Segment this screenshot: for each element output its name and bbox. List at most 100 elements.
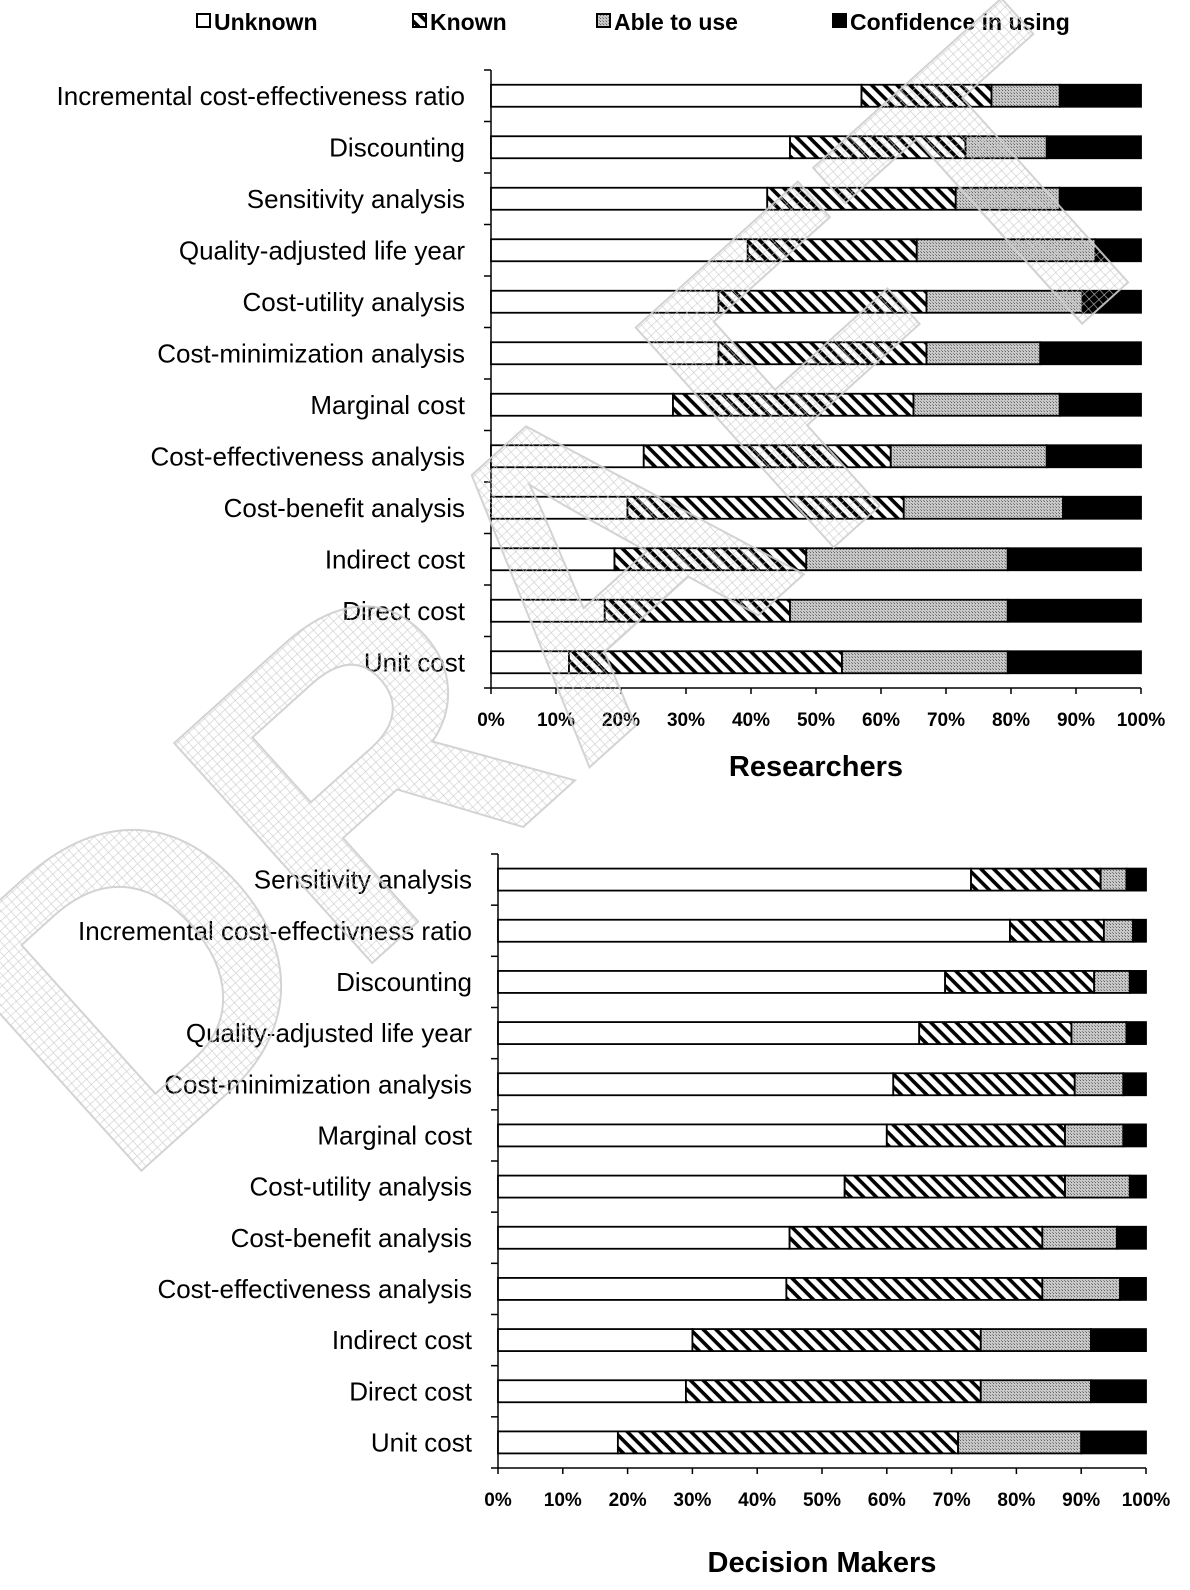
bar-segment-unknown [497, 1328, 694, 1352]
category-label: Incremental cost-effectivness ratio [78, 916, 472, 946]
chart-title: Researchers [729, 751, 903, 783]
bar-segment-known [885, 1123, 1066, 1148]
bar-segment-able [1099, 867, 1128, 892]
legend-label-known: Known [430, 9, 507, 35]
bar-segment-able [1064, 1123, 1125, 1148]
bar-segment-able [1041, 1225, 1118, 1250]
x-tick-label: 40% [738, 1490, 776, 1511]
category-label: Sensitivity analysis [247, 184, 465, 214]
bar-segment-known [691, 1328, 982, 1352]
category-label: Indirect cost [332, 1325, 473, 1355]
legend-item-able[interactable]: Able to use [596, 9, 738, 35]
bar-segment-able [841, 650, 1009, 675]
bar-segment-unknown [497, 1021, 921, 1045]
legend-label-confidence: Confidence in using [850, 9, 1070, 35]
x-tick-label: 70% [927, 710, 965, 731]
bar-segment-known [1009, 918, 1105, 943]
legend-swatch-known [412, 13, 427, 28]
category-label: Cost-benefit analysis [224, 493, 465, 523]
bar-segment-confidence [1122, 1072, 1147, 1097]
bar-segment-confidence [1125, 867, 1147, 892]
x-tick-label: 20% [609, 1490, 647, 1511]
bar-segment-unknown [497, 1379, 687, 1404]
x-tick-label: 30% [673, 1490, 711, 1511]
category-label: Cost-minimization analysis [157, 338, 465, 368]
category-label: Direct cost [349, 1376, 473, 1406]
category-label: Cost-utility analysis [249, 1172, 472, 1202]
x-tick-label: 20% [602, 710, 640, 731]
chart-title: Decision Makers [708, 1547, 937, 1579]
bar-segment-confidence [1058, 83, 1142, 108]
bar-segment-unknown [497, 970, 947, 994]
bar-segment-confidence [1125, 1021, 1147, 1045]
x-tick-label: 100% [1122, 1490, 1171, 1511]
x-tick-label: 0% [484, 1490, 512, 1511]
legend-item-unknown[interactable]: Unknown [196, 9, 318, 35]
bar-segment-able [957, 1430, 1083, 1455]
x-tick-label: 80% [997, 1490, 1035, 1511]
bar-segment-able [1064, 1174, 1131, 1199]
bar-segment-confidence [1128, 1174, 1147, 1199]
bar-segment-confidence [1119, 1277, 1147, 1301]
bar-segment-known [843, 1174, 1066, 1199]
bar-segment-confidence [1062, 495, 1142, 520]
bar-segment-able [1070, 1021, 1128, 1045]
decision-makers-chart: Sensitivity analysis Incremental cost-eff… [78, 853, 1171, 1579]
category-label: Quality-adjusted life year [186, 1018, 472, 1048]
legend: Unknown Known Able to use Confidence in … [196, 9, 1070, 35]
legend-item-known[interactable]: Known [412, 9, 507, 35]
bar-segment-unknown [497, 1123, 888, 1148]
category-label: Cost-utility analysis [242, 287, 465, 317]
x-tick-label: 0% [477, 710, 505, 731]
bar-segment-known [918, 1021, 1073, 1045]
x-tick-label: 50% [797, 710, 835, 731]
category-label: Cost-effectiveness analysis [157, 1274, 472, 1304]
x-tick-label: 40% [732, 710, 770, 731]
category-label: Marginal cost [317, 1120, 472, 1150]
x-tick-label: 70% [933, 1490, 971, 1511]
category-label: Incremental cost-effectiveness ratio [57, 81, 465, 111]
bar-segment-confidence [1006, 598, 1142, 623]
legend-swatch-confidence [832, 13, 847, 28]
category-label: Quality-adjusted life year [179, 235, 465, 265]
bar-segment-able [1093, 970, 1131, 994]
bar-segment-confidence [1039, 341, 1142, 366]
legend-label-able: Able to use [614, 9, 738, 35]
category-label: Discounting [329, 132, 465, 162]
bar-segment-confidence [1058, 392, 1142, 417]
bar-segment-confidence [1080, 1430, 1147, 1455]
bar-segment-confidence [1045, 135, 1142, 160]
bar-segment-confidence [1058, 186, 1142, 211]
bar-segment-confidence [1090, 1328, 1147, 1352]
bar-segment-unknown [497, 1277, 788, 1301]
bar-segment-unknown [497, 1225, 791, 1250]
bar-segment-able [1073, 1072, 1125, 1097]
bar-segment-unknown [497, 1174, 846, 1199]
category-label: Direct cost [342, 596, 466, 626]
category-label: Sensitivity analysis [254, 865, 472, 895]
x-tick-label: 60% [862, 710, 900, 731]
x-tick-label: 30% [667, 710, 705, 731]
bar-segment-confidence [1128, 970, 1147, 994]
bar-segment-confidence [1006, 547, 1142, 572]
bar-segment-able [979, 1379, 1092, 1404]
bar-segment-confidence [1090, 1379, 1147, 1404]
category-label: Unit cost [364, 647, 466, 677]
x-tick-label: 90% [1062, 1490, 1100, 1511]
x-tick-label: 50% [803, 1490, 841, 1511]
bar-segment-confidence [1115, 1225, 1147, 1250]
bar-segment-unknown [497, 1072, 895, 1097]
bar-segment-known [616, 1430, 959, 1455]
legend-item-confidence[interactable]: Confidence in using [832, 9, 1070, 35]
legend-label-unknown: Unknown [214, 9, 318, 35]
category-label: Unit cost [371, 1427, 473, 1457]
category-label: Cost-minimization analysis [164, 1069, 472, 1099]
category-label: Indirect cost [325, 544, 466, 574]
category-label: Discounting [336, 967, 472, 997]
bar-segment-confidence [1006, 650, 1142, 675]
bar-segment-known [685, 1379, 982, 1404]
x-tick-label: 80% [992, 710, 1030, 731]
category-label: Marginal cost [310, 390, 465, 420]
x-tick-label: 100% [1117, 710, 1166, 731]
